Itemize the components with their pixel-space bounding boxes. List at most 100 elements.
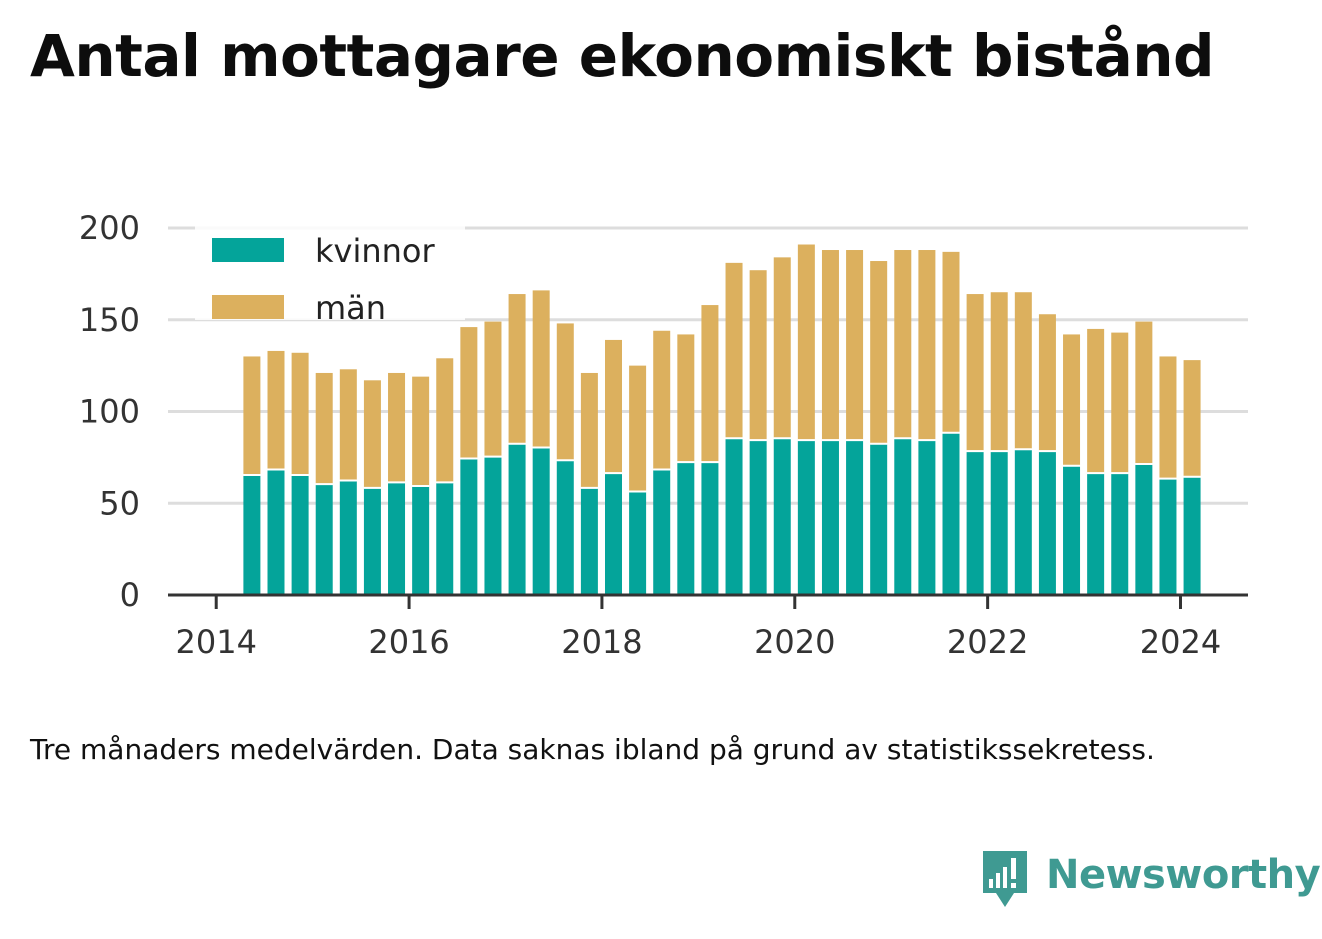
bar-man-20 [725, 262, 743, 438]
legend-label-man: män [315, 289, 386, 327]
x-tick-label-2022: 2022 [947, 623, 1028, 661]
bar-kvinnor-34 [1063, 466, 1081, 595]
bar-kvinnor-28 [918, 440, 936, 595]
bar-man-16 [629, 365, 647, 491]
bar-kvinnor-16 [629, 492, 647, 595]
bar-man-24 [821, 250, 839, 440]
bar-man-3 [315, 372, 333, 484]
bars [243, 244, 1201, 595]
bar-man-38 [1159, 356, 1177, 478]
bar-kvinnor-29 [942, 433, 960, 595]
bar-man-29 [942, 251, 960, 433]
y-tick-label-0: 0 [120, 576, 140, 614]
bar-man-33 [1038, 314, 1056, 451]
bar-man-37 [1135, 321, 1153, 464]
x-tick-label-2020: 2020 [754, 623, 835, 661]
bar-kvinnor-12 [532, 448, 550, 595]
bar-kvinnor-38 [1159, 479, 1177, 595]
bar-kvinnor-30 [966, 451, 984, 595]
y-tick-label-150: 150 [79, 301, 140, 339]
bar-man-18 [677, 334, 695, 462]
bar-man-22 [773, 257, 791, 438]
bar-man-5 [363, 380, 381, 488]
bar-kvinnor-27 [894, 439, 912, 595]
bar-kvinnor-13 [556, 461, 574, 595]
bar-man-15 [605, 339, 622, 473]
x-tick-label-2018: 2018 [561, 623, 642, 661]
bar-kvinnor-35 [1087, 473, 1105, 595]
bar-man-8 [436, 358, 454, 482]
bar-kvinnor-1 [267, 470, 285, 595]
chart-title: Antal mottagare ekonomiskt bistånd [30, 22, 1215, 90]
legend-label-kvinnor: kvinnor [315, 232, 436, 270]
bar-man-19 [701, 305, 719, 462]
legend: kvinnor män [195, 220, 465, 327]
bar-man-36 [1111, 332, 1129, 473]
bar-man-10 [484, 321, 502, 456]
bar-man-39 [1183, 360, 1201, 477]
bar-kvinnor-25 [846, 440, 864, 595]
y-axis-labels: 0 50 100 150 200 [79, 209, 140, 614]
bar-kvinnor-37 [1135, 464, 1153, 595]
bar-kvinnor-0 [243, 475, 261, 595]
bar-kvinnor-9 [460, 459, 478, 595]
bar-kvinnor-31 [990, 451, 1008, 595]
x-axis-labels: 2014 2016 2018 2020 2022 2024 [175, 623, 1221, 661]
brand-name: Newsworthy [1046, 852, 1321, 898]
y-tick-label-50: 50 [99, 484, 140, 522]
x-tick-label-2014: 2014 [175, 623, 256, 661]
bar-kvinnor-19 [701, 462, 719, 595]
bar-man-26 [870, 261, 888, 444]
bar-man-25 [846, 250, 864, 440]
bar-kvinnor-4 [339, 481, 357, 595]
bar-man-28 [918, 250, 936, 440]
bar-kvinnor-8 [436, 483, 454, 595]
bar-kvinnor-22 [773, 439, 791, 595]
legend-swatch-man [212, 295, 284, 319]
bar-man-17 [653, 330, 671, 469]
y-tick-label-200: 200 [79, 209, 140, 247]
bar-kvinnor-2 [291, 475, 309, 595]
bar-kvinnor-18 [677, 462, 695, 595]
bar-man-23 [797, 244, 815, 440]
bar-man-34 [1063, 334, 1081, 466]
bar-kvinnor-33 [1038, 451, 1056, 595]
bar-man-30 [966, 294, 984, 451]
bar-kvinnor-24 [821, 440, 839, 595]
bar-kvinnor-39 [1183, 477, 1201, 595]
brand: Newsworthy [980, 848, 1321, 912]
x-tick-label-2024: 2024 [1140, 623, 1221, 661]
bar-kvinnor-11 [508, 444, 526, 595]
stacked-bar-chart: 0 50 100 150 200 2014 2016 2018 2020 2022 2024 kv… [79, 209, 1248, 661]
bar-man-4 [339, 369, 357, 480]
bar-kvinnor-15 [605, 473, 622, 595]
bar-man-32 [1014, 292, 1032, 449]
bar-man-12 [532, 290, 550, 447]
bar-man-6 [388, 372, 406, 482]
bar-kvinnor-10 [484, 457, 502, 595]
x-axis [168, 593, 1248, 609]
legend-swatch-kvinnor [212, 238, 284, 262]
bar-man-14 [580, 372, 598, 488]
chart-caption: Tre månaders medelvärden. Data saknas ib… [30, 733, 1155, 766]
bar-man-11 [508, 294, 526, 444]
x-tick-label-2016: 2016 [368, 623, 449, 661]
bar-kvinnor-3 [315, 484, 333, 595]
bar-kvinnor-26 [870, 444, 888, 595]
bar-man-13 [556, 323, 574, 460]
bar-kvinnor-5 [363, 488, 381, 595]
newsworthy-logo-icon [983, 851, 1027, 907]
bar-man-21 [749, 270, 767, 440]
bar-man-0 [243, 356, 261, 475]
bar-kvinnor-32 [1014, 450, 1032, 595]
bar-man-9 [460, 327, 478, 458]
bar-kvinnor-21 [749, 440, 767, 595]
bar-man-7 [412, 376, 430, 486]
bar-kvinnor-17 [653, 470, 671, 595]
bar-kvinnor-36 [1111, 473, 1129, 595]
bar-man-2 [291, 352, 309, 475]
bar-man-35 [1087, 328, 1105, 473]
bar-man-31 [990, 292, 1008, 451]
bar-kvinnor-6 [388, 483, 406, 595]
bar-kvinnor-14 [580, 488, 598, 595]
